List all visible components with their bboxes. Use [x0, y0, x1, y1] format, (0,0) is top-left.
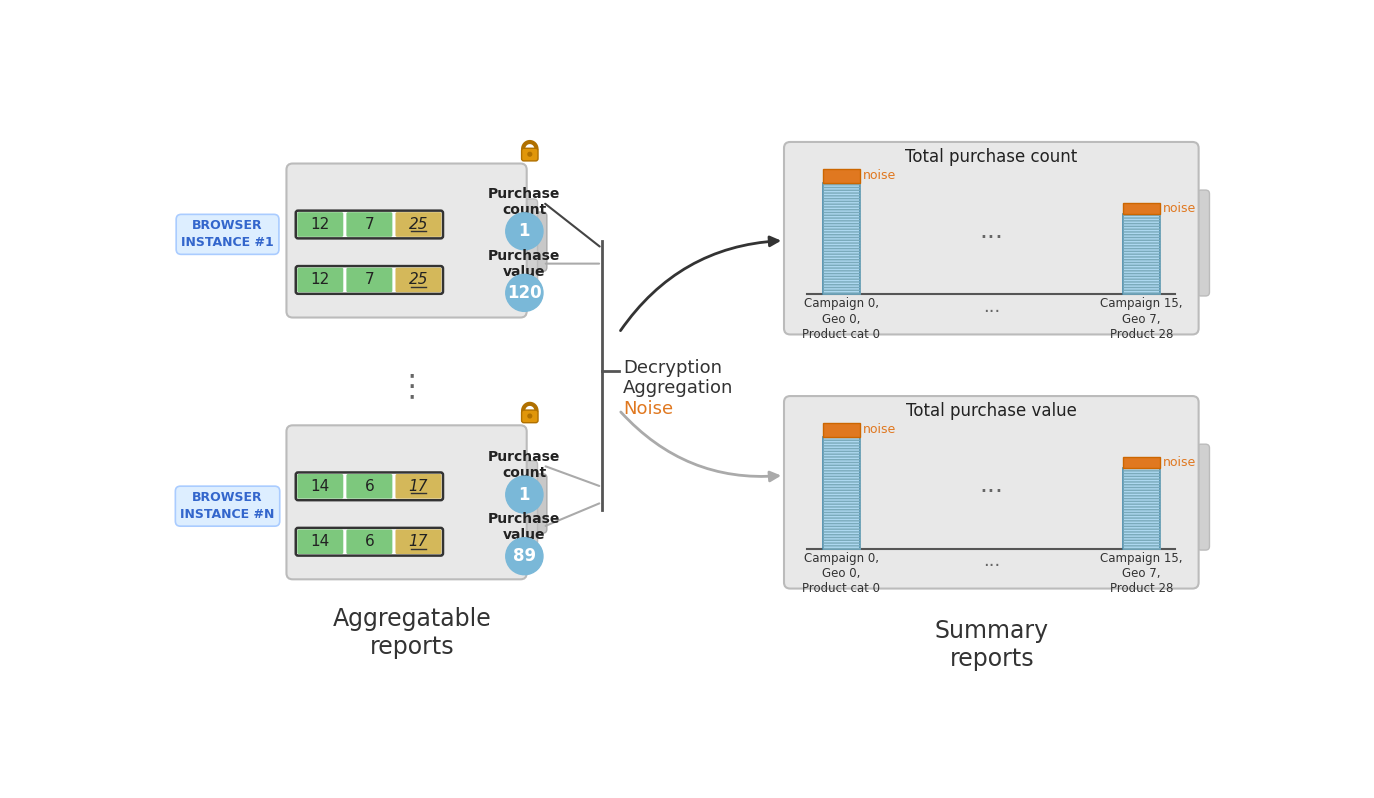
Text: 17: 17: [408, 534, 429, 549]
Text: Total purchase value: Total purchase value: [905, 402, 1077, 421]
FancyBboxPatch shape: [1197, 444, 1209, 550]
Text: 120: 120: [507, 284, 541, 302]
FancyBboxPatch shape: [1197, 190, 1209, 296]
Text: Noise: Noise: [622, 400, 673, 418]
Text: 7: 7: [364, 272, 374, 287]
Bar: [823, 437, 860, 548]
Text: Campaign 0,
Geo 0,
Product cat 0: Campaign 0, Geo 0, Product cat 0: [802, 298, 881, 341]
Bar: [823, 183, 860, 294]
Text: noise: noise: [1162, 202, 1197, 215]
FancyBboxPatch shape: [396, 474, 441, 499]
FancyBboxPatch shape: [785, 396, 1198, 589]
Bar: [1123, 214, 1160, 294]
FancyBboxPatch shape: [346, 529, 393, 554]
Bar: [1123, 468, 1160, 548]
Text: 25: 25: [408, 217, 429, 232]
Text: noise: noise: [863, 424, 896, 437]
FancyBboxPatch shape: [297, 212, 344, 237]
Bar: [1123, 457, 1160, 468]
Text: Campaign 0,
Geo 0,
Product cat 0: Campaign 0, Geo 0, Product cat 0: [802, 551, 881, 595]
FancyBboxPatch shape: [295, 528, 442, 555]
FancyBboxPatch shape: [396, 267, 441, 292]
Text: 89: 89: [513, 547, 536, 565]
Text: ⋮: ⋮: [397, 373, 427, 401]
Text: 14: 14: [311, 534, 330, 549]
Text: 6: 6: [364, 479, 374, 494]
FancyBboxPatch shape: [525, 199, 537, 283]
Text: ...: ...: [982, 551, 1000, 570]
FancyBboxPatch shape: [346, 212, 393, 237]
FancyBboxPatch shape: [522, 410, 539, 423]
Bar: [1123, 214, 1160, 294]
Text: Purchase
value: Purchase value: [488, 512, 561, 542]
Text: 17: 17: [408, 479, 429, 494]
FancyBboxPatch shape: [295, 211, 442, 239]
Text: Campaign 15,
Geo 7,
Product 28: Campaign 15, Geo 7, Product 28: [1101, 298, 1183, 341]
Text: Purchase
count: Purchase count: [488, 187, 561, 217]
Text: 6: 6: [364, 534, 374, 549]
Text: 7: 7: [364, 217, 374, 232]
Bar: [823, 437, 860, 548]
Text: 1: 1: [518, 486, 530, 504]
Bar: [1123, 203, 1160, 214]
Text: Aggregatable
reports: Aggregatable reports: [333, 607, 492, 659]
Text: noise: noise: [863, 169, 896, 182]
Circle shape: [506, 476, 543, 513]
Text: 14: 14: [311, 479, 330, 494]
FancyBboxPatch shape: [346, 474, 393, 499]
FancyBboxPatch shape: [286, 164, 526, 318]
Text: Purchase
value: Purchase value: [488, 248, 561, 279]
Text: Aggregation: Aggregation: [622, 379, 734, 397]
Text: Decryption: Decryption: [622, 358, 721, 377]
Bar: [823, 183, 860, 294]
Text: BROWSER
INSTANCE #N: BROWSER INSTANCE #N: [180, 492, 275, 521]
Text: noise: noise: [1162, 456, 1197, 468]
Text: 25: 25: [408, 272, 429, 287]
Bar: [823, 169, 860, 183]
FancyBboxPatch shape: [534, 212, 547, 271]
FancyBboxPatch shape: [522, 148, 539, 161]
Text: 12: 12: [311, 272, 330, 287]
FancyBboxPatch shape: [297, 267, 344, 292]
Circle shape: [506, 213, 543, 250]
Text: ...: ...: [980, 473, 1003, 497]
FancyBboxPatch shape: [396, 212, 441, 237]
Text: 1: 1: [518, 223, 530, 240]
FancyBboxPatch shape: [525, 460, 537, 546]
FancyBboxPatch shape: [295, 472, 442, 500]
Text: Campaign 15,
Geo 7,
Product 28: Campaign 15, Geo 7, Product 28: [1101, 551, 1183, 595]
Circle shape: [506, 538, 543, 575]
Text: Total purchase count: Total purchase count: [905, 148, 1077, 166]
FancyBboxPatch shape: [396, 529, 441, 554]
Text: ...: ...: [980, 219, 1003, 243]
FancyBboxPatch shape: [295, 266, 442, 294]
Text: ...: ...: [982, 298, 1000, 315]
FancyBboxPatch shape: [286, 425, 526, 579]
Circle shape: [528, 414, 532, 418]
Bar: [823, 423, 860, 437]
FancyBboxPatch shape: [297, 474, 344, 499]
Circle shape: [506, 275, 543, 311]
FancyBboxPatch shape: [297, 529, 344, 554]
Bar: [1123, 468, 1160, 548]
Text: Purchase
count: Purchase count: [488, 450, 561, 480]
Text: Summary
reports: Summary reports: [934, 619, 1048, 670]
Circle shape: [528, 152, 532, 156]
Text: 12: 12: [311, 217, 330, 232]
FancyBboxPatch shape: [785, 142, 1198, 334]
FancyBboxPatch shape: [346, 267, 393, 292]
Text: BROWSER
INSTANCE #1: BROWSER INSTANCE #1: [181, 219, 273, 249]
FancyBboxPatch shape: [534, 474, 547, 533]
